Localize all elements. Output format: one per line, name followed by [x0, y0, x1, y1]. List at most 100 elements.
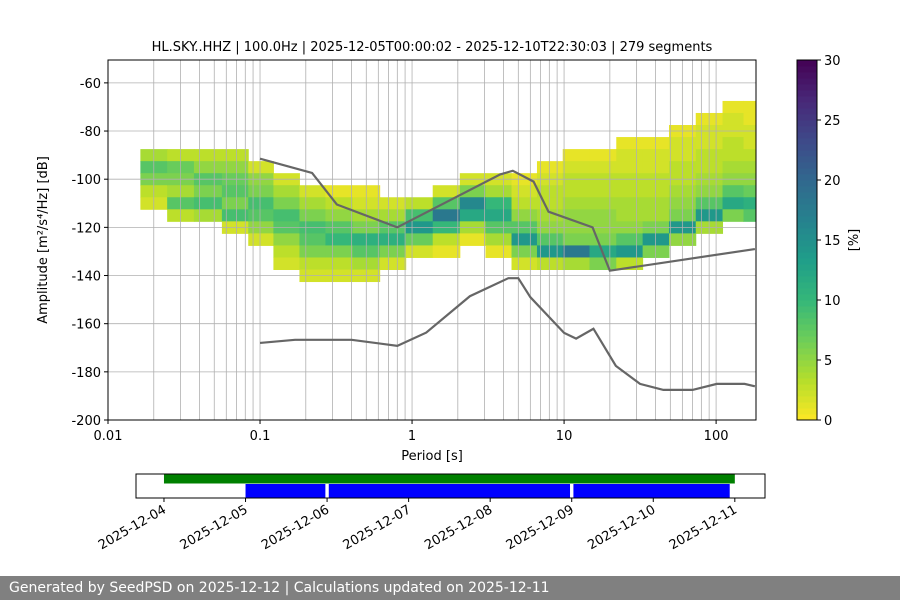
colorbar-step: [797, 414, 817, 421]
colorbar-tick-label: 0: [824, 414, 832, 429]
timeline-tick-label: 2025-12-10: [585, 502, 658, 553]
psd-cell: [562, 245, 590, 258]
psd-cell: [722, 149, 745, 162]
colorbar-step: [797, 366, 817, 373]
colorbar-step: [797, 294, 817, 301]
psd-cell: [616, 197, 644, 210]
psd-cell: [616, 209, 644, 222]
psd-cell: [405, 245, 434, 258]
x-tick-label: 1: [408, 429, 416, 444]
y-tick-label: -80: [80, 125, 101, 140]
psd-cell: [743, 112, 756, 126]
psd-cell: [642, 185, 670, 198]
psd-cell: [325, 257, 354, 270]
y-tick-label: -200: [71, 414, 101, 429]
psd-cell: [248, 209, 274, 222]
psd-cell: [221, 197, 249, 210]
psd-cell: [536, 257, 564, 270]
psd-cell: [379, 209, 407, 222]
timeline-tick-label: 2025-12-08: [422, 502, 495, 553]
colorbar-step: [797, 372, 817, 379]
psd-cell: [536, 209, 564, 222]
colorbar-step: [797, 288, 817, 295]
psd-cell: [562, 161, 590, 174]
psd-cell: [193, 149, 223, 162]
timeline-tick-label: 2025-12-06: [259, 502, 332, 553]
psd-cell: [299, 233, 326, 246]
colorbar-step: [797, 102, 817, 109]
colorbar-step: [797, 66, 817, 73]
psd-cell: [432, 233, 461, 246]
chart-title: HL.SKY..HHZ | 100.0Hz | 2025-12-05T00:00…: [152, 40, 713, 55]
colorbar-tick-label: 25: [824, 114, 841, 129]
colorbar-step: [797, 282, 817, 289]
psd-cell: [405, 233, 434, 246]
psd-cell: [642, 209, 670, 222]
colorbar-step: [797, 210, 817, 217]
colorbar-step: [797, 78, 817, 85]
psd-cell: [722, 161, 745, 174]
colorbar-step: [797, 174, 817, 181]
psd-cell: [325, 209, 354, 222]
colorbar-label: [%]: [847, 229, 862, 252]
used-bar: [245, 484, 326, 498]
timeline-tick-label: 2025-12-07: [341, 502, 414, 553]
psd-cell: [221, 209, 249, 222]
psd-cell: [511, 245, 538, 258]
colorbar-step: [797, 270, 817, 277]
psd-cell: [616, 137, 644, 150]
colorbar-step: [797, 354, 817, 361]
psd-cell: [743, 100, 756, 114]
psd-cell: [193, 185, 223, 198]
psd-cell: [642, 245, 670, 258]
x-axis-label: Period [s]: [401, 449, 463, 464]
x-tick-label: 0.1: [250, 429, 271, 444]
colorbar-step: [797, 324, 817, 331]
timeline-tick-label: 2025-12-09: [504, 502, 577, 553]
psd-cell: [616, 245, 644, 258]
grid: [107, 60, 756, 421]
figure: 0.01 0.1 1 10 100-200-180-160-140-120-100-80…: [36, 40, 862, 553]
psd-cell: [616, 233, 644, 246]
psd-cell: [248, 161, 274, 174]
psd-cell: [536, 245, 564, 258]
noise-model-line: [259, 277, 756, 391]
psd-cell: [221, 149, 249, 162]
psd-cell: [589, 233, 617, 246]
psd-cell: [589, 209, 617, 222]
colorbar-step: [797, 156, 817, 163]
psd-cell: [379, 245, 407, 258]
psd-cell: [248, 233, 274, 246]
psd-cell: [642, 137, 670, 150]
colorbar-tick-label: 30: [824, 54, 841, 69]
colorbar-step: [797, 240, 817, 247]
y-tick-label: -120: [71, 221, 101, 236]
colorbar-step: [797, 72, 817, 79]
psd-cell: [743, 149, 756, 162]
colorbar-step: [797, 222, 817, 229]
psd-cell: [299, 257, 326, 270]
colorbar-step: [797, 162, 817, 169]
psd-cell: [273, 257, 300, 270]
colorbar-step: [797, 384, 817, 391]
psd-cell: [379, 233, 407, 246]
psd-cell: [432, 185, 461, 198]
x-tick-label: 10: [556, 429, 573, 444]
colorbar-step: [797, 300, 817, 307]
psd-cell: [273, 245, 300, 258]
psd-cell: [743, 209, 756, 222]
y-tick-label: -140: [71, 270, 101, 285]
noise-model-line: [259, 157, 756, 272]
footer: Generated by SeedPSD on 2025-12-12 | Cal…: [0, 576, 900, 600]
psd-cell: [325, 245, 354, 258]
timeline-frame: [135, 473, 766, 499]
colorbar-step: [797, 402, 817, 409]
psd-cell: [616, 161, 644, 174]
psd-cell: [379, 257, 407, 270]
psd-cell: [193, 161, 223, 174]
colorbar-step: [797, 60, 817, 67]
psd-cell: [325, 233, 354, 246]
psd-cell: [459, 197, 486, 210]
y-tick-label: -100: [71, 173, 101, 188]
psd-cell: [299, 209, 326, 222]
